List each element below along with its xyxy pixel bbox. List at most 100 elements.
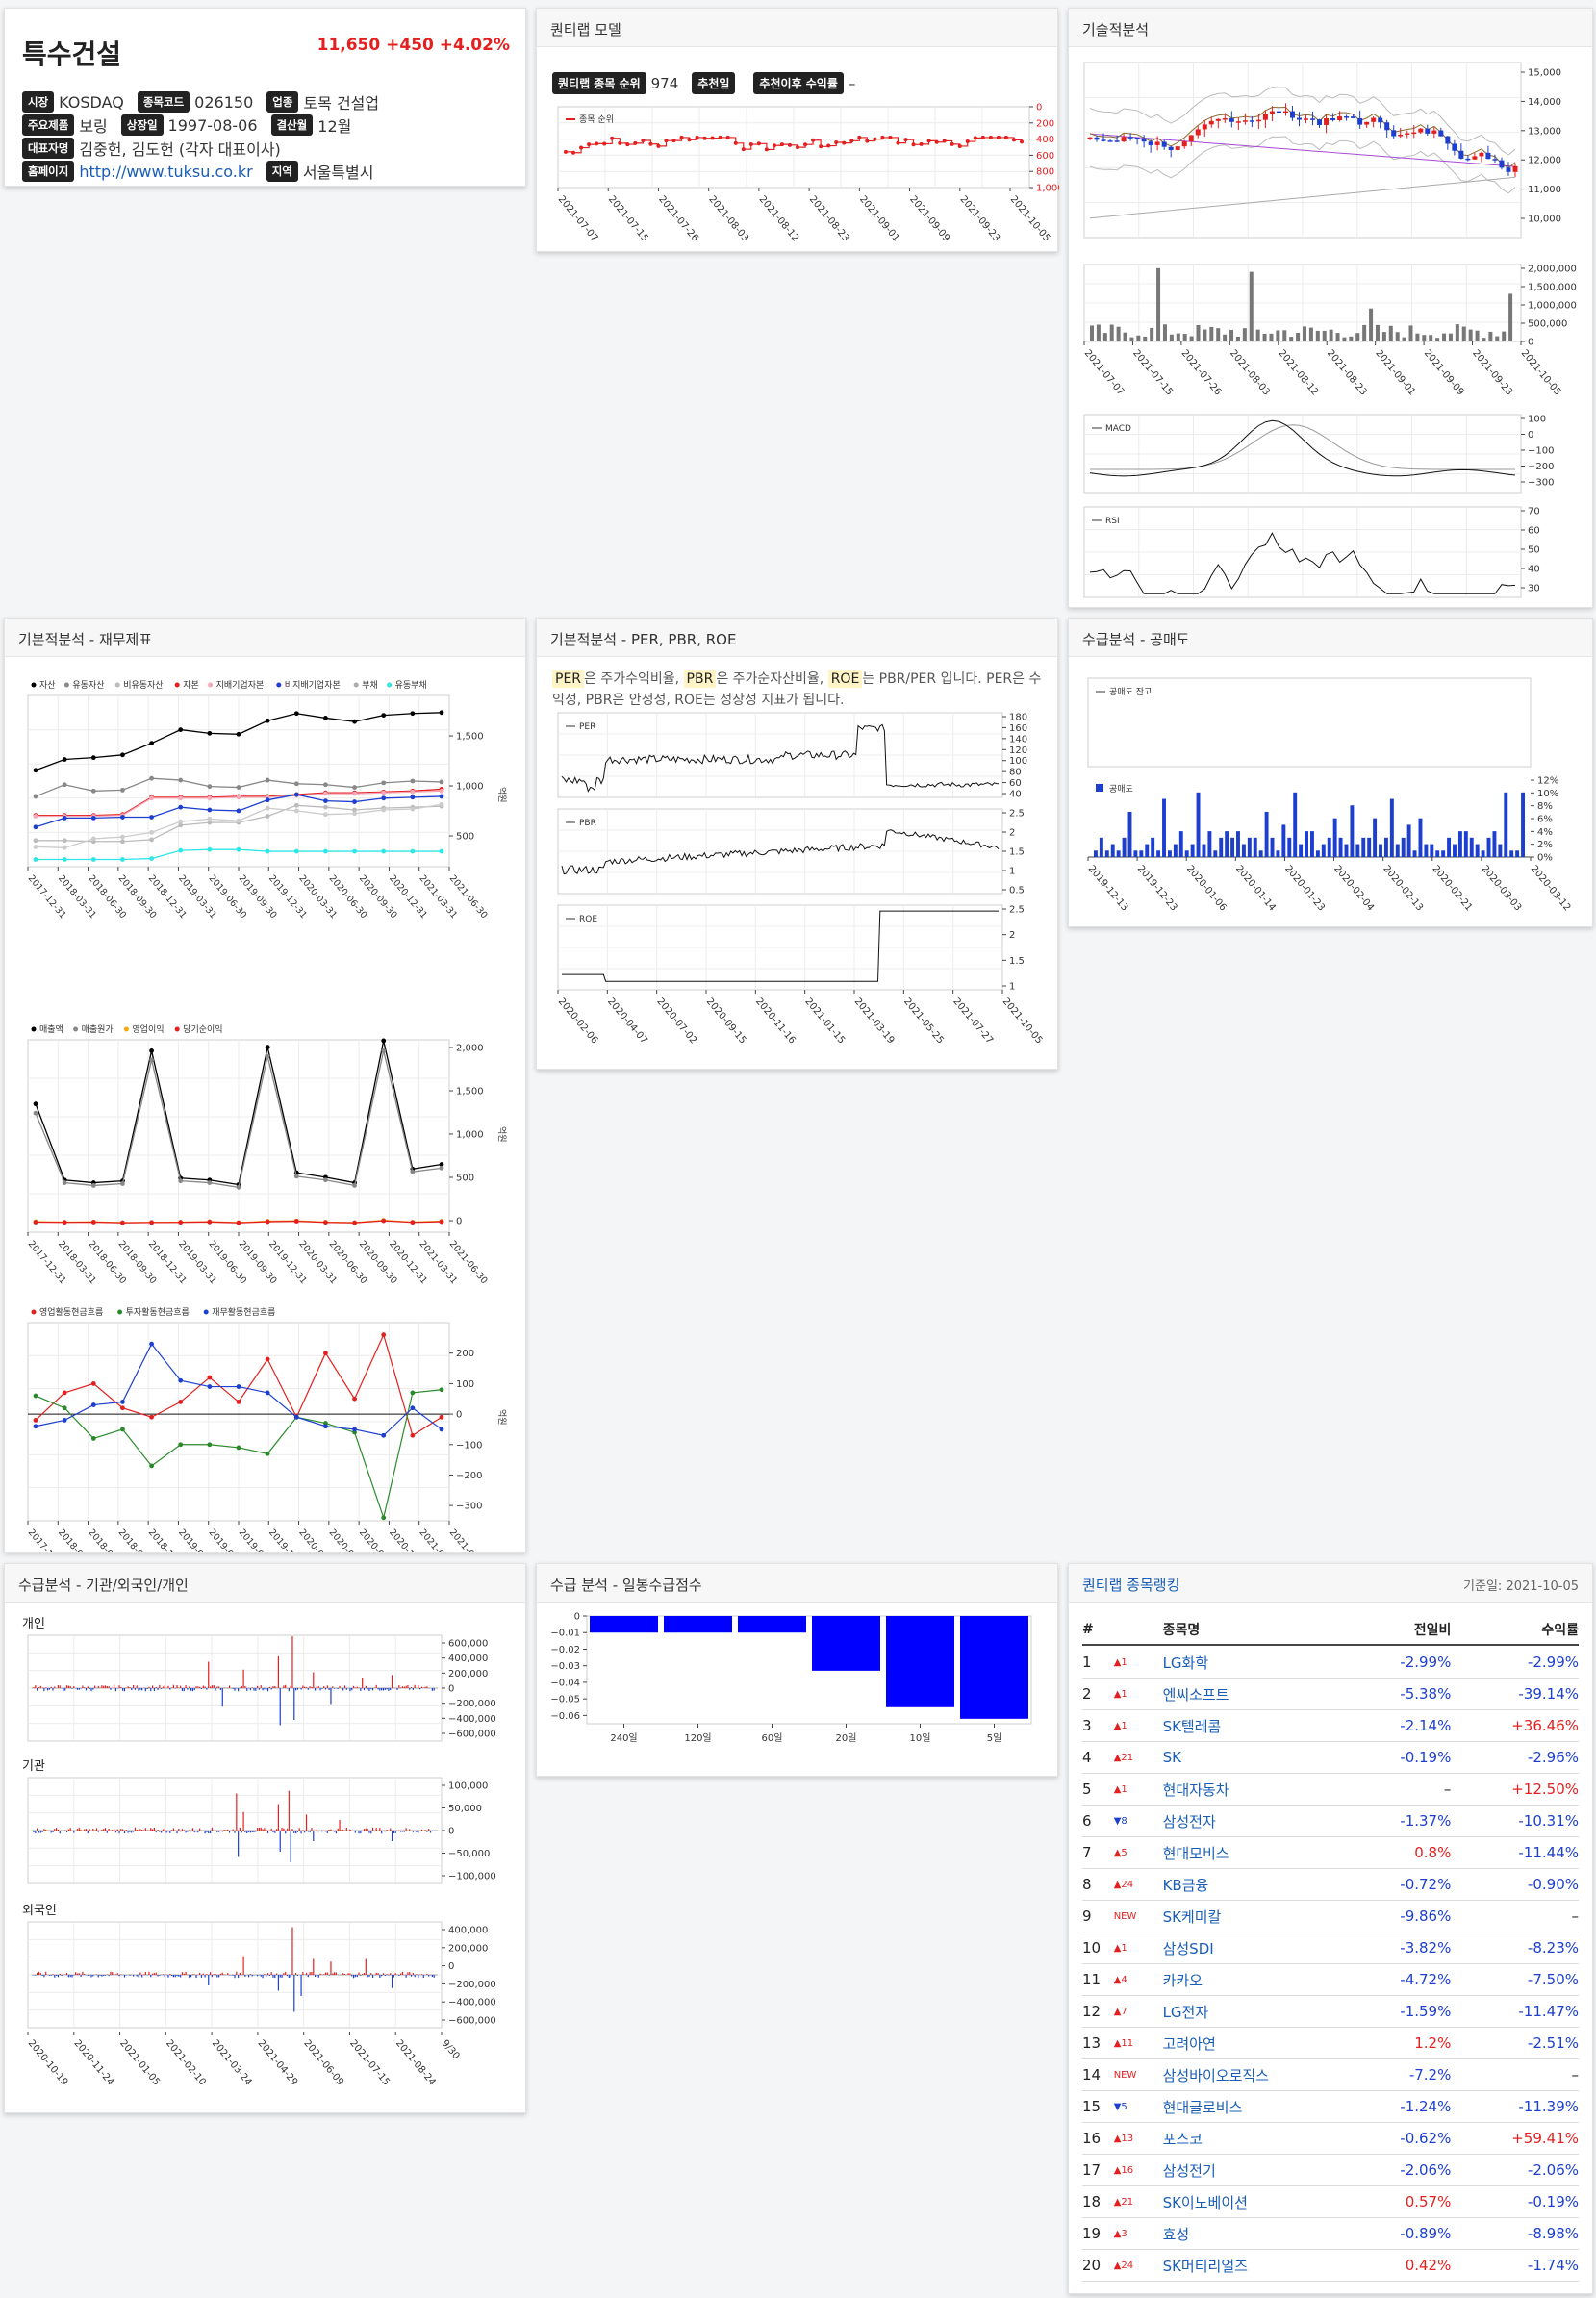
rank-point [664, 139, 669, 143]
table-row[interactable]: 12 ▲7 LG전자 -1.59% -11.47% [1082, 1996, 1579, 2028]
table-row[interactable]: 8 ▲24 KB금융 -0.72% -0.90% [1082, 1869, 1579, 1901]
stock-link[interactable]: SK텔레콤 [1162, 1717, 1222, 1735]
table-row[interactable]: 13 ▲11 고려아연 1.2% -2.51% [1082, 2028, 1579, 2059]
table-row[interactable]: 9 NEW SK케미칼 -9.86% – [1082, 1901, 1579, 1932]
table-row[interactable]: 19 ▲3 효성 -0.89% -8.98% [1082, 2218, 1579, 2250]
table-row[interactable]: 18 ▲21 SK이노베이션 0.57% -0.19% [1082, 2186, 1579, 2218]
stock-link[interactable]: SK [1162, 1749, 1181, 1766]
bollinger-upper [1089, 87, 1516, 156]
x-tick-label: 2021-07-07 [1082, 348, 1127, 398]
table-row[interactable]: 6 ▼8 삼성전자 -1.37% -10.31% [1082, 1806, 1579, 1837]
return-rate: +59.41% [1511, 2130, 1579, 2147]
balance-point [265, 718, 270, 723]
stock-link[interactable]: 현대글로비스 [1162, 2098, 1243, 2116]
table-row[interactable]: 14 NEW 삼성바이오로직스 -7.2% – [1082, 2059, 1579, 2091]
table-row[interactable]: 1 ▲1 LG화학 -2.99% -2.99% [1082, 1647, 1579, 1679]
stock-link[interactable]: LG화학 [1162, 1654, 1209, 1672]
stock-link[interactable]: 삼성전자 [1162, 1812, 1216, 1831]
stock-link[interactable]: 삼성SDI [1162, 1939, 1214, 1957]
stock-link[interactable]: SK이노베이션 [1162, 2193, 1248, 2211]
balance-point [293, 802, 299, 808]
daily-change: 0.8% [1414, 1844, 1452, 1861]
x-tick-label: 2021-08-03 [1228, 348, 1272, 398]
balance-point [207, 807, 213, 813]
info-row: 대표자명 김중헌, 김도헌 (각자 대표이사) [22, 137, 294, 160]
table-row[interactable]: 5 ▲1 현대자동차 – +12.50% [1082, 1774, 1579, 1806]
balance-point [207, 820, 213, 825]
income-point [352, 1183, 357, 1188]
homepage-link[interactable]: http://www.tuksu.co.kr [79, 162, 253, 181]
y-tick-label: 600,000 [448, 1639, 488, 1650]
stock-link[interactable]: 엔씨소프트 [1162, 1685, 1229, 1704]
table-row[interactable]: 16 ▲13 포스코 -0.62% +59.41% [1082, 2123, 1579, 2155]
legend-swatch [387, 682, 393, 688]
stock-link[interactable]: 삼성전기 [1162, 2161, 1216, 2180]
rank-change: ▲21 [1113, 1752, 1134, 1763]
rank-point [641, 138, 646, 142]
stock-link[interactable]: 삼성바이오로직스 [1162, 2066, 1269, 2084]
volume-bar [1289, 337, 1294, 341]
rank-point [903, 138, 908, 142]
stock-link[interactable]: 카카오 [1162, 1971, 1203, 1989]
rank-change: ▲21 [1113, 2196, 1134, 2208]
income-point [439, 1165, 444, 1171]
short-bar [1162, 798, 1166, 857]
short-bar [1281, 824, 1286, 857]
volume-bar [1349, 336, 1354, 341]
stock-link[interactable]: LG전자 [1162, 2003, 1209, 2021]
stock-link[interactable]: 현대자동차 [1162, 1780, 1229, 1799]
table-row[interactable]: 17 ▲16 삼성전기 -2.06% -2.06% [1082, 2155, 1579, 2186]
cashflow-point [90, 1436, 96, 1441]
stock-link[interactable]: 현대모비스 [1162, 1844, 1229, 1862]
stock-link[interactable]: SK케미칼 [1162, 1907, 1222, 1926]
candle-body [1181, 141, 1187, 147]
recommend-date-tag: 추천일 [692, 72, 736, 94]
balance-point [207, 784, 213, 790]
table-row[interactable]: 3 ▲1 SK텔레콤 -2.14% +36.46% [1082, 1710, 1579, 1742]
table-row[interactable]: 4 ▲21 SK -0.19% -2.96% [1082, 1742, 1579, 1774]
stock-link[interactable]: KB금융 [1162, 1876, 1209, 1894]
y-tick-label: 1,000 [1036, 184, 1059, 194]
info-tag: 결산월 [270, 114, 314, 136]
volume-bar [1415, 333, 1420, 341]
short-bar [1213, 850, 1218, 857]
candle-body [1310, 118, 1316, 120]
income-point [236, 1184, 241, 1190]
short-bar [1338, 837, 1343, 857]
candle-body [1255, 119, 1261, 122]
short-bar [1447, 837, 1452, 857]
candle-body [1411, 132, 1417, 135]
cashflow-point [33, 1424, 38, 1429]
stock-link[interactable]: 포스코 [1162, 2130, 1203, 2148]
stock-link[interactable]: SK머티리얼즈 [1162, 2257, 1248, 2275]
y-tick-label: 80 [1009, 768, 1022, 778]
cashflow-point [236, 1400, 241, 1404]
rank-point [1011, 138, 1016, 142]
stock-link[interactable]: 효성 [1162, 2225, 1190, 2243]
balance-point [410, 795, 416, 800]
y-tick-label: 15,000 [1528, 68, 1561, 79]
legend-label: 재무활동현금흐름 [212, 1306, 275, 1318]
balance-point [236, 846, 241, 852]
balance-point [323, 812, 328, 818]
table-row[interactable]: 2 ▲1 엔씨소프트 -5.38% -39.14% [1082, 1679, 1579, 1710]
legend-label: 당기순이익 [183, 1023, 222, 1035]
y-tick-label: 1,500 [456, 1087, 484, 1098]
stock-link[interactable]: 고려아연 [1162, 2034, 1216, 2053]
return-rate: -0.19% [1527, 2193, 1579, 2210]
rank-change: ▲13 [1113, 2133, 1134, 2144]
table-row[interactable]: 10 ▲1 삼성SDI -3.82% -8.23% [1082, 1932, 1579, 1964]
short-bar [1383, 837, 1388, 857]
table-row[interactable]: 7 ▲5 현대모비스 0.8% -11.44% [1082, 1837, 1579, 1869]
table-row[interactable]: 11 ▲4 카카오 -4.72% -7.50% [1082, 1964, 1579, 1996]
rank-number: 5 [1082, 1780, 1092, 1798]
candle-body [1344, 116, 1350, 118]
cashflow-point [120, 1405, 125, 1411]
volume-bar [1156, 267, 1161, 341]
cashflow-point [90, 1380, 96, 1386]
return-rate: – [1571, 1907, 1580, 1925]
short-bar [1395, 844, 1400, 857]
table-row[interactable]: 15 ▼5 현대글로비스 -1.24% -11.39% [1082, 2091, 1579, 2123]
cashflow-point [236, 1445, 241, 1451]
table-row[interactable]: 20 ▲24 SK머티리얼즈 0.42% -1.74% [1082, 2250, 1579, 2282]
